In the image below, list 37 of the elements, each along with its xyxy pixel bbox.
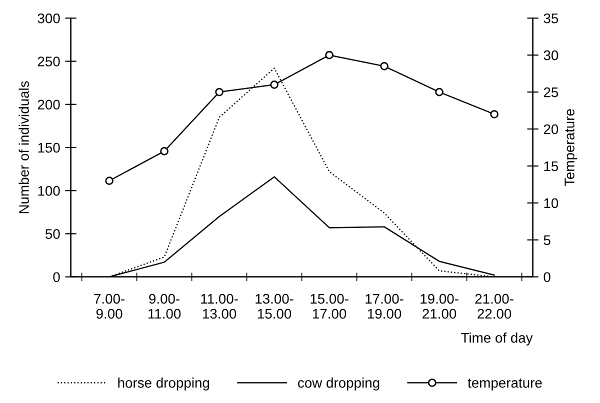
x-tick-label: 19.00- 21.00 bbox=[420, 294, 458, 319]
point bbox=[105, 176, 114, 185]
x-tick-label: 15.00- 17.00 bbox=[310, 294, 348, 319]
x-tick-label: 9.00- 11.00 bbox=[148, 294, 181, 319]
point bbox=[270, 80, 278, 89]
y-tick-label: 300 bbox=[38, 13, 60, 24]
y2-tick-label: 20 bbox=[544, 124, 558, 134]
y2-tick-label: 10 bbox=[544, 198, 558, 208]
x-tick-label: 17.00- 19.00 bbox=[366, 294, 404, 319]
legend-label: cow dropping bbox=[298, 378, 380, 390]
legend-label: temperature bbox=[468, 378, 542, 390]
y2-axis-title: Temperature bbox=[564, 109, 578, 186]
x-tick-label: 21.00- 22.00 bbox=[475, 294, 514, 319]
y-axis-title: Number of individuals bbox=[18, 81, 29, 214]
point bbox=[160, 147, 168, 156]
y-tick-label: 100 bbox=[38, 186, 60, 196]
x-tick-label: 7.00- 9.00 bbox=[94, 294, 125, 319]
x-tick-label: 13.00- 15.00 bbox=[256, 294, 294, 319]
y2-tick-label: 0 bbox=[544, 272, 550, 282]
y-tick-label: 200 bbox=[38, 100, 60, 110]
point bbox=[380, 62, 388, 70]
y-tick-label: 150 bbox=[38, 142, 60, 153]
y2-tick-label: 15 bbox=[544, 161, 558, 172]
y2-tick-label: 5 bbox=[544, 235, 550, 246]
x-tick-label: 11.00- 13.00 bbox=[201, 294, 238, 319]
y2-tick-label: 25 bbox=[544, 87, 558, 98]
point bbox=[215, 88, 224, 96]
y-tick-label: 250 bbox=[38, 56, 60, 66]
y2-tick-label: 30 bbox=[544, 50, 558, 60]
point bbox=[325, 50, 334, 60]
point bbox=[490, 110, 498, 118]
point bbox=[435, 88, 444, 96]
x-axis-title: Time of day bbox=[461, 332, 533, 346]
y-tick-label: 0 bbox=[53, 272, 60, 282]
y-tick-label: 50 bbox=[45, 229, 60, 239]
legend-label: horse dropping bbox=[118, 378, 210, 390]
y2-tick-label: 35 bbox=[544, 13, 558, 24]
